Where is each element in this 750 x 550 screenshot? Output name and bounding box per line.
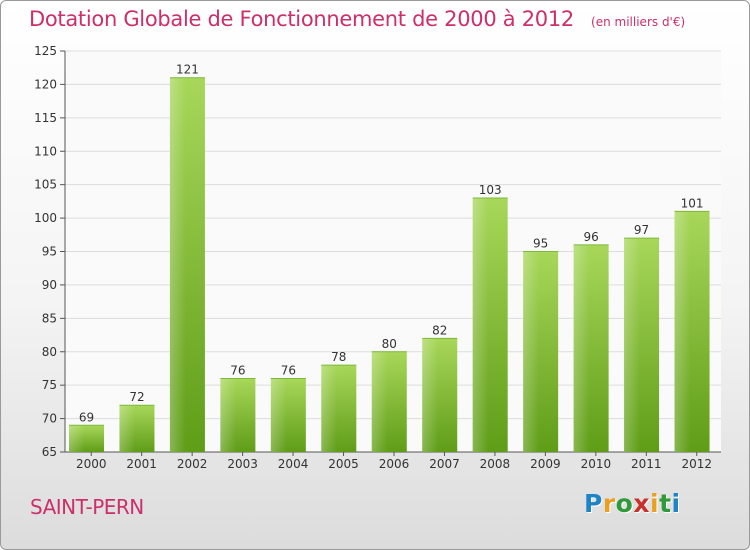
y-tick-label: 125 — [34, 44, 57, 58]
bar-value-label: 101 — [681, 196, 704, 210]
y-tick-label: 85 — [42, 311, 57, 325]
bar-highlight — [371, 351, 388, 452]
x-tick-label: 2010 — [581, 457, 612, 471]
bar-highlight — [573, 244, 590, 452]
y-tick-label: 105 — [34, 178, 57, 192]
y-tick-label: 80 — [42, 345, 57, 359]
bar-highlight — [523, 251, 539, 452]
x-tick-label: 2001 — [126, 457, 157, 471]
x-tick-label: 2009 — [530, 457, 561, 471]
commune-name: SAINT-PERN — [30, 495, 144, 519]
logo-letter: i — [671, 489, 681, 518]
bar-highlight — [220, 378, 237, 452]
y-tick-label: 70 — [42, 412, 57, 426]
y-tick-label: 75 — [42, 378, 57, 392]
bar-value-label: 82 — [432, 323, 447, 337]
bar-highlight — [674, 211, 691, 452]
bar-value-label: 72 — [129, 390, 144, 404]
y-tick-label: 100 — [34, 211, 57, 225]
x-tick-label: 2002 — [177, 457, 208, 471]
x-tick-label: 2006 — [379, 457, 410, 471]
bar-highlight — [119, 405, 136, 452]
bar-highlight — [270, 378, 287, 452]
bar-value-label: 95 — [533, 237, 548, 251]
chart-title-block: Dotation Globale de Fonctionnement de 20… — [29, 7, 685, 31]
bar-value-label: 96 — [583, 230, 598, 244]
logo-letter: x — [633, 489, 650, 518]
logo-letter: o — [615, 489, 634, 518]
bar-value-label: 80 — [382, 337, 397, 351]
bar-value-label: 97 — [634, 223, 649, 237]
y-tick-label: 120 — [34, 77, 57, 91]
bar-value-label: 76 — [230, 363, 245, 377]
bar-highlight — [169, 77, 186, 452]
bar-highlight — [472, 198, 489, 452]
bar-value-label: 78 — [331, 350, 346, 364]
x-tick-label: 2012 — [681, 457, 712, 471]
chart-title: Dotation Globale de Fonctionnement de 20… — [29, 7, 574, 31]
x-tick-label: 2004 — [278, 457, 309, 471]
proxiti-logo[interactable]: Proxiti — [584, 489, 681, 518]
chart-unit: (en milliers d'€) — [591, 15, 686, 29]
bar-value-label: 69 — [79, 410, 94, 424]
x-tick-label: 2007 — [429, 457, 460, 471]
y-tick-label: 95 — [42, 245, 57, 259]
x-tick-label: 2003 — [227, 457, 258, 471]
x-tick-label: 2000 — [76, 457, 107, 471]
bar-value-label: 76 — [281, 363, 296, 377]
x-tick-label: 2005 — [328, 457, 359, 471]
y-tick-label: 110 — [34, 144, 57, 158]
bar-value-label: 121 — [176, 63, 199, 77]
x-tick-label: 2011 — [631, 457, 662, 471]
y-tick-label: 90 — [42, 278, 57, 292]
bar-value-label: 103 — [479, 183, 502, 197]
logo-letter: P — [584, 489, 603, 518]
logo-letter: t — [659, 489, 672, 518]
x-tick-label: 2008 — [480, 457, 511, 471]
bar-highlight — [321, 365, 338, 452]
logo-letter: i — [650, 489, 660, 518]
y-tick-label: 115 — [34, 111, 57, 125]
y-tick-label: 65 — [42, 445, 57, 459]
logo-letter: r — [602, 489, 616, 518]
bar-highlight — [422, 338, 438, 452]
bar-highlight — [69, 425, 85, 452]
bar-highlight — [624, 238, 640, 452]
